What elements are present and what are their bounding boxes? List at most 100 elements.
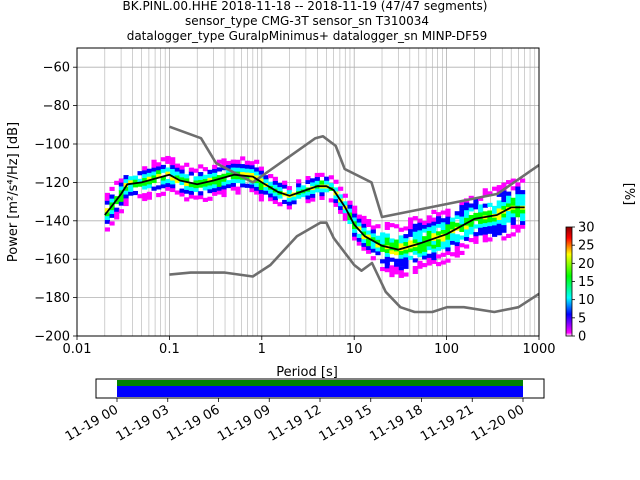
- heatmap-cell: [156, 162, 162, 167]
- heatmap-cell: [487, 210, 493, 215]
- heatmap-cell: [352, 205, 358, 210]
- heatmap-cell: [361, 223, 367, 228]
- segments-processed-bar: [117, 380, 523, 386]
- heatmap-cell: [422, 243, 428, 248]
- heatmap-cell: [244, 172, 250, 177]
- heatmap-cell: [165, 155, 171, 161]
- heatmap-cell: [366, 218, 372, 224]
- heatmap-cell: [226, 160, 232, 166]
- heatmap-cell: [492, 186, 498, 191]
- heatmap-cell: [142, 193, 148, 198]
- heatmap-cell: [305, 179, 311, 184]
- heatmap-cell: [123, 190, 129, 195]
- heatmap-cell: [310, 178, 316, 183]
- heatmap-cell: [501, 236, 507, 241]
- heatmap-cell: [212, 184, 218, 189]
- heatmap-cell: [496, 219, 502, 224]
- heatmap-cell: [328, 182, 334, 188]
- heatmap-cell: [123, 198, 129, 203]
- heatmap-cell: [193, 168, 199, 173]
- heatmap-cell: [170, 187, 176, 193]
- heatmap-cell: [132, 190, 138, 196]
- heatmap-cell: [412, 250, 418, 255]
- heatmap-cell: [454, 249, 460, 254]
- heatmap-cell: [333, 179, 339, 184]
- heatmap-cell: [398, 227, 404, 232]
- heatmap-cell: [254, 186, 260, 191]
- heatmap-cell: [170, 172, 176, 177]
- heatmap-cell: [375, 247, 381, 252]
- heatmap-cell: [319, 192, 325, 197]
- heatmap-cell: [151, 163, 157, 168]
- heatmap-cell: [394, 243, 400, 248]
- heatmap-cell: [342, 216, 348, 221]
- heatmap-cell: [146, 176, 152, 181]
- heatmap-cell: [506, 199, 512, 204]
- heatmap-cell: [380, 259, 386, 264]
- heatmap-cell: [212, 191, 218, 196]
- heatmap-cell: [501, 213, 507, 218]
- heatmap-cell: [207, 185, 213, 190]
- heatmap-cell: [417, 226, 423, 231]
- heatmap-cell: [137, 178, 143, 183]
- heatmap-cell: [496, 188, 502, 194]
- heatmap-cell: [370, 233, 376, 238]
- heatmap-cell: [375, 251, 381, 256]
- heatmap-cell: [501, 224, 507, 229]
- heatmap-cell: [114, 207, 120, 212]
- heatmap-cell: [398, 235, 404, 240]
- heatmap-cell: [235, 175, 241, 180]
- coverage-tick-label: 11-19 00: [63, 402, 121, 444]
- heatmap-cell: [188, 194, 194, 199]
- heatmap-cell: [165, 171, 171, 176]
- heatmap-cell: [366, 230, 372, 235]
- heatmap-cell: [482, 203, 488, 208]
- heatmap-cell: [426, 226, 432, 231]
- heatmap-cell: [445, 212, 451, 217]
- heatmap-cell: [146, 180, 152, 185]
- heatmap-cell: [384, 256, 390, 261]
- heatmap-cell: [170, 161, 176, 166]
- heatmap-cell: [426, 246, 432, 251]
- heatmap-cell: [464, 209, 470, 215]
- heatmap-cell: [230, 167, 236, 172]
- heatmap-cell: [347, 204, 353, 209]
- heatmap-cell: [520, 178, 526, 183]
- heatmap-cell: [342, 209, 348, 214]
- heatmap-cell: [510, 220, 516, 225]
- heatmap-cell: [240, 171, 246, 176]
- heatmap-cell: [417, 233, 423, 239]
- heatmap-cell: [240, 167, 246, 173]
- heatmap-cell: [510, 213, 516, 218]
- heatmap-cell: [510, 178, 516, 183]
- heatmap-cell: [146, 184, 152, 189]
- heatmap-cell: [506, 203, 512, 208]
- heatmap-cell: [188, 182, 194, 188]
- heatmap-cell: [389, 257, 395, 262]
- heatmap-cell: [235, 178, 241, 184]
- heatmap-cell: [431, 221, 437, 226]
- heatmap-cell: [412, 246, 418, 251]
- heatmap-cell: [431, 252, 437, 257]
- heatmap-cell: [496, 231, 502, 236]
- heatmap-cell: [403, 241, 409, 246]
- y-tick-label: −60: [43, 61, 70, 76]
- heatmap-cell: [128, 183, 134, 189]
- heatmap-cell: [445, 239, 451, 244]
- heatmap-cell: [165, 159, 171, 164]
- heatmap-cell: [170, 157, 176, 162]
- heatmap-cell: [258, 166, 264, 171]
- heatmap-cell: [249, 172, 255, 177]
- heatmap-cell: [403, 264, 409, 269]
- heatmap-cell: [501, 182, 507, 187]
- low-noise-model-line: [169, 221, 539, 314]
- heatmap-cell: [104, 196, 110, 201]
- heatmap-cell: [501, 217, 507, 222]
- plot-frame: [76, 47, 540, 337]
- heatmap-cell: [440, 252, 446, 257]
- heatmap-cell: [230, 186, 236, 191]
- heatmap-cell: [123, 201, 129, 207]
- heatmap-cell: [492, 232, 498, 237]
- heatmap-cell: [156, 169, 162, 175]
- heatmap-cell: [436, 238, 442, 244]
